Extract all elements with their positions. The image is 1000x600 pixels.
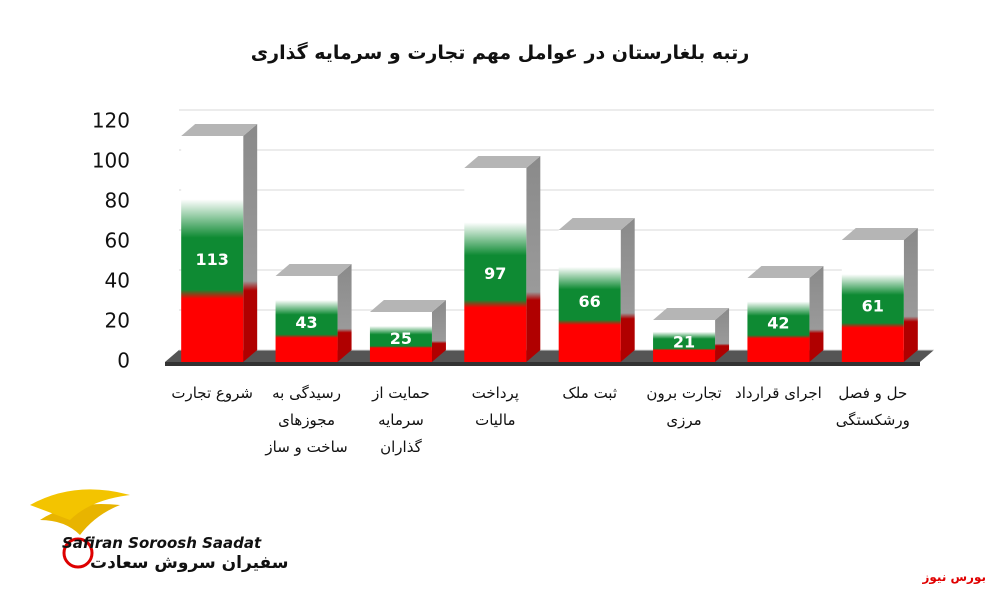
y-tick-label: 120 <box>92 109 130 133</box>
logo-text: سفیران سروش سعادت <box>90 553 289 573</box>
bar-top <box>841 228 918 240</box>
bar-top <box>275 264 352 276</box>
x-tick-label: تجارت برون مرزی <box>646 384 722 429</box>
bar <box>558 230 621 362</box>
bar-side <box>903 228 918 362</box>
y-tick-label: 80 <box>105 189 130 213</box>
bar-side <box>431 300 446 362</box>
data-label: 61 <box>862 297 884 316</box>
x-tick-label: حل و فصل ورشکستگی <box>835 384 910 429</box>
y-tick-label: 60 <box>105 229 130 253</box>
data-label: 66 <box>579 292 601 311</box>
bar-side <box>715 308 730 362</box>
bar <box>841 240 904 362</box>
bar <box>747 278 810 362</box>
x-tick-label: حمایت از سرمایه گذاران <box>372 384 430 456</box>
y-tick-label: 20 <box>105 309 130 333</box>
y-tick-label: 40 <box>105 269 130 293</box>
x-tick-label: شروع تجارت <box>171 384 253 402</box>
logo-mark <box>62 537 94 569</box>
source: بورس نیوز <box>922 570 986 584</box>
bar-top <box>181 124 258 136</box>
data-label: 21 <box>673 333 695 352</box>
bar-top <box>464 156 541 168</box>
y-tick-label: 0 <box>117 349 130 373</box>
logo-text: Safiran Soroosh Saadat <box>62 534 262 552</box>
bar-top <box>747 266 824 278</box>
x-tick-label: ثبت ملک <box>562 384 617 402</box>
bar-side <box>809 266 824 362</box>
x-tick-label: اجرای قرارداد <box>735 384 822 402</box>
bar <box>464 168 527 362</box>
bar-side <box>526 156 541 362</box>
floor <box>165 350 934 362</box>
x-tick-label: رسیدگی به مجوزهای ساخت و ساز <box>265 384 348 456</box>
data-label: 25 <box>390 329 412 348</box>
bar-top <box>369 300 446 312</box>
data-label: 42 <box>767 314 789 333</box>
y-tick-label: 100 <box>92 149 130 173</box>
data-label: 43 <box>295 313 317 332</box>
bar-side <box>620 218 635 362</box>
logo-mark <box>30 489 130 520</box>
bar-side <box>337 264 352 362</box>
bar <box>653 320 716 362</box>
bar <box>369 312 432 362</box>
bar <box>181 136 244 362</box>
floor <box>165 362 920 366</box>
bar-top <box>558 218 635 230</box>
chart-title: رتبه بلغارستان در عوامل مهم تجارت و سرما… <box>250 42 750 64</box>
data-label: 97 <box>484 264 506 283</box>
bar <box>275 276 338 362</box>
data-label: 113 <box>195 250 228 269</box>
x-tick-label: پرداخت مالیات <box>471 384 519 429</box>
bar-top <box>653 308 730 320</box>
bar-side <box>243 124 258 362</box>
